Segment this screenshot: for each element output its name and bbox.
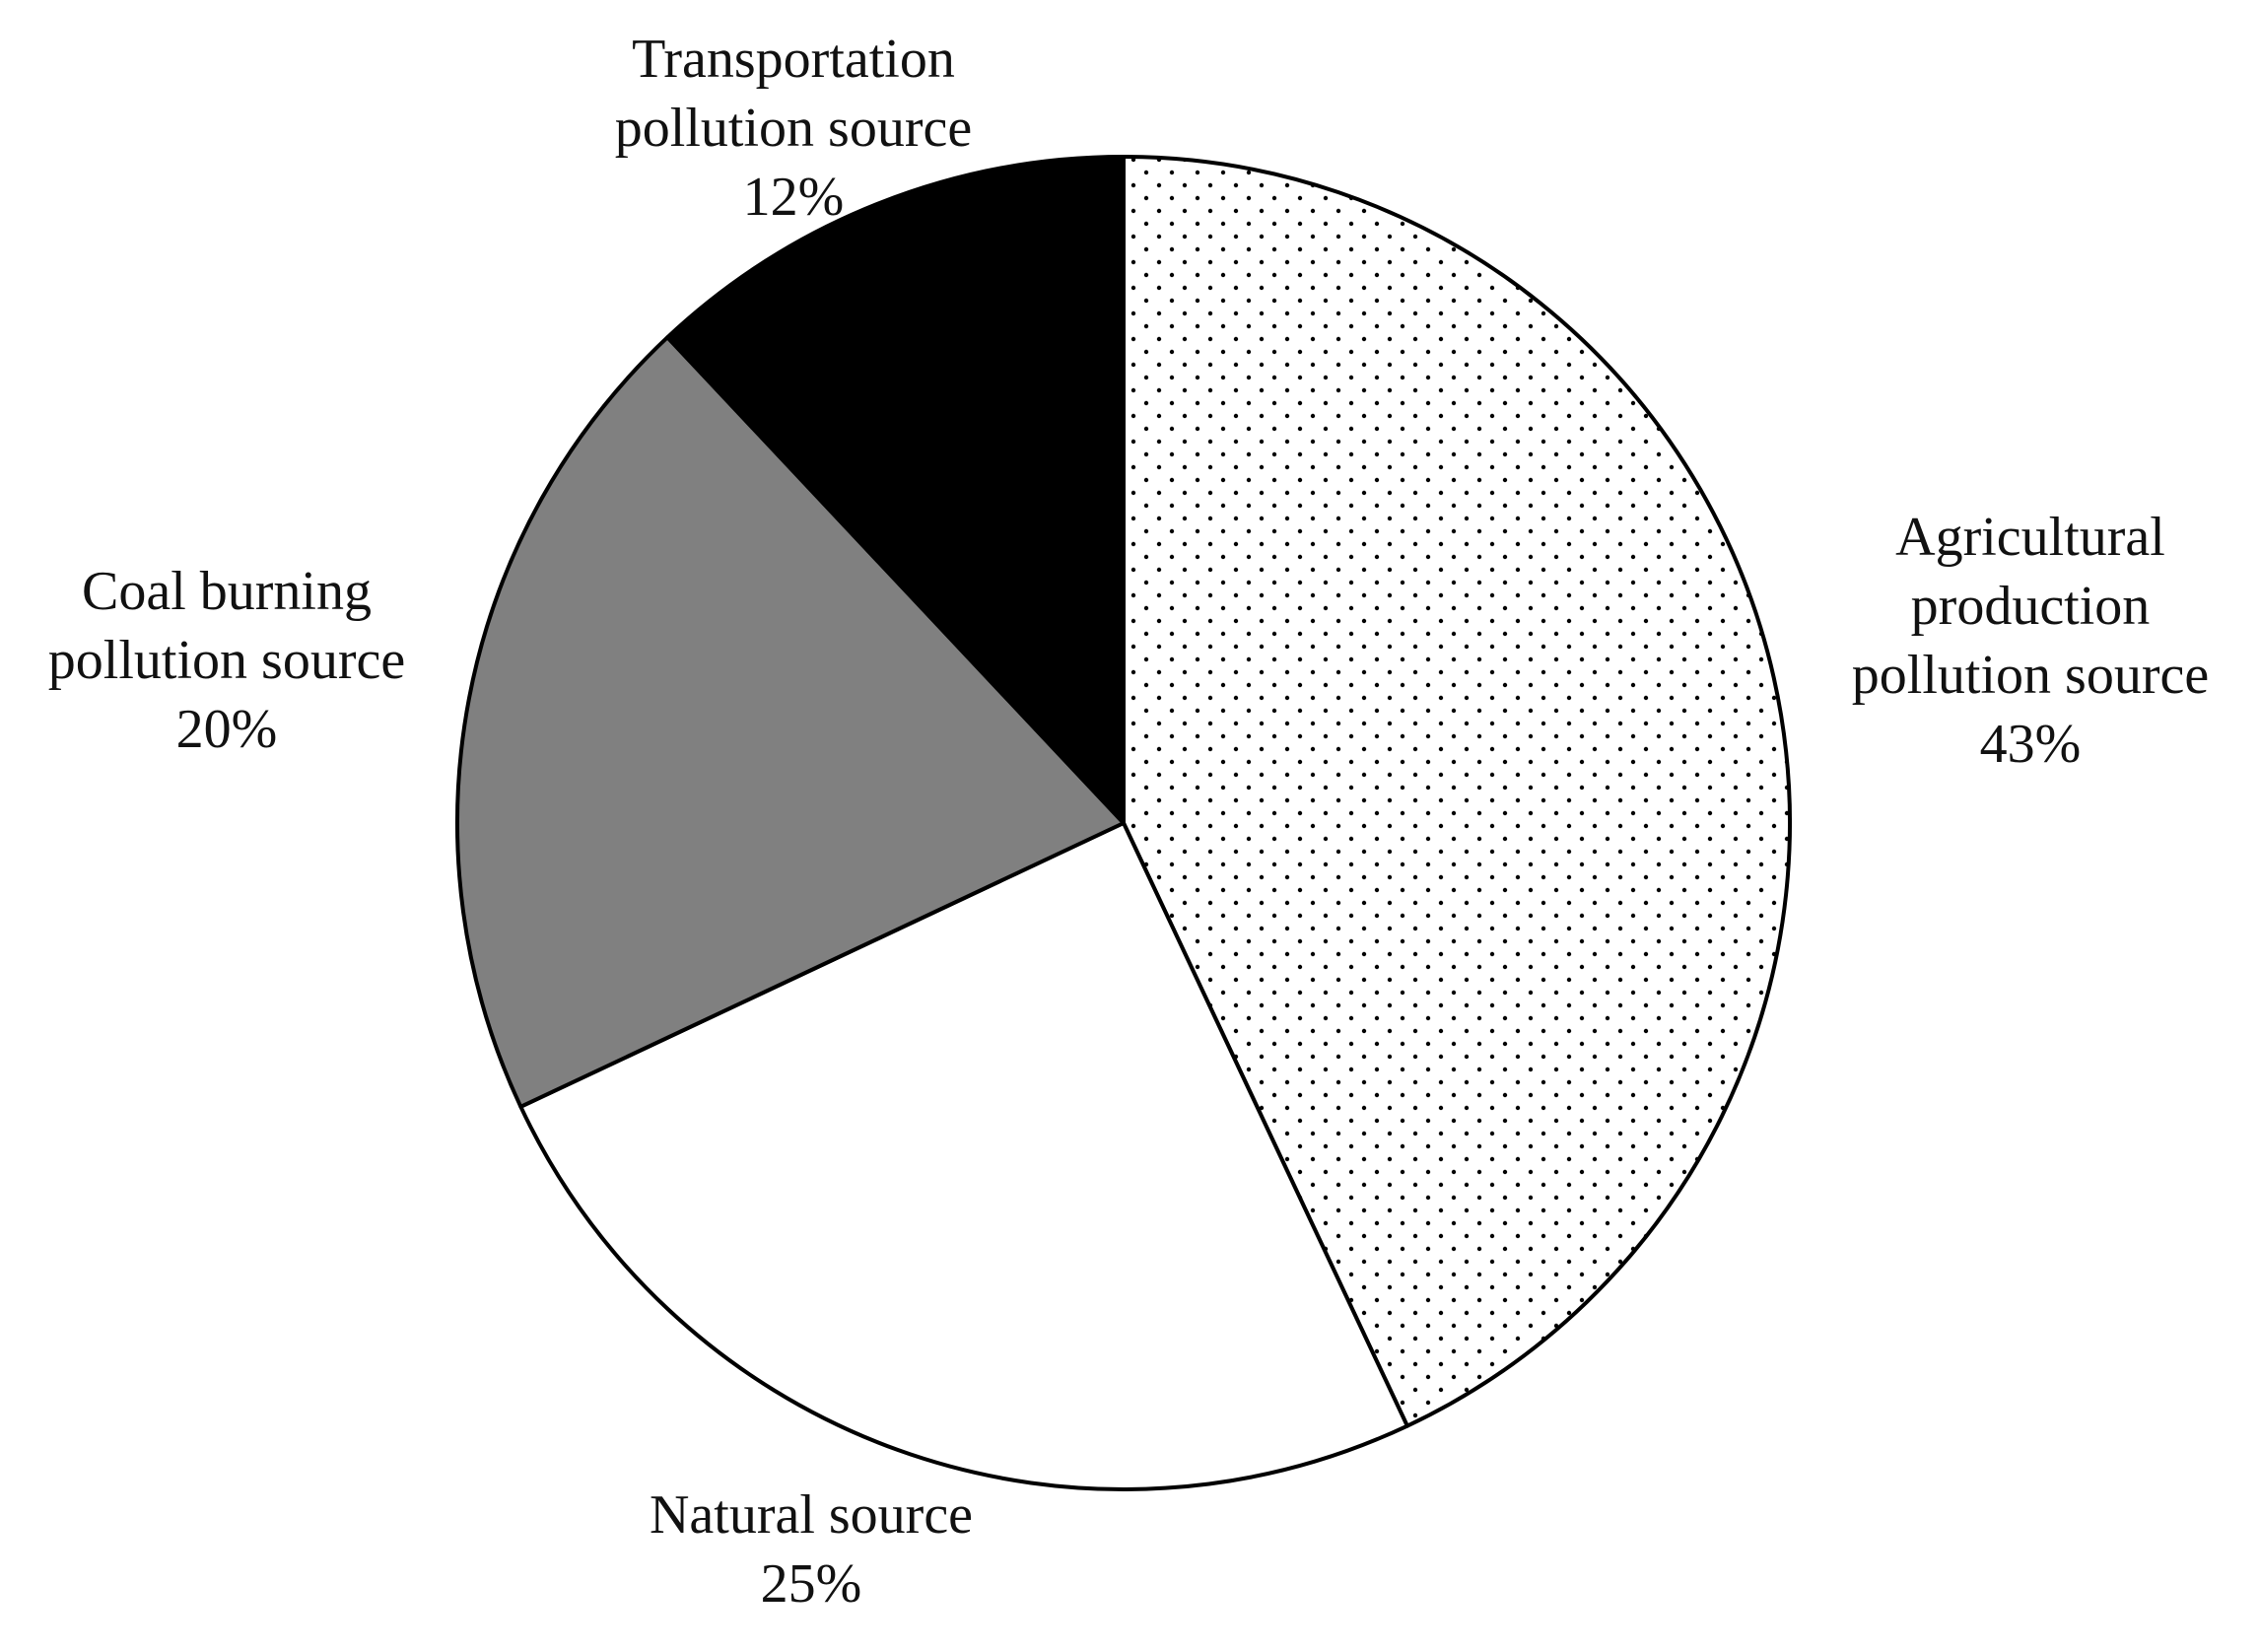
pie-slice-natural-source	[518, 821, 1409, 1491]
label-natural-source: Natural source 25%	[649, 1484, 974, 1615]
label-transportation: Transportation pollution source 12%	[614, 29, 973, 228]
label-agricultural-production: Agricultural production pollution source…	[1851, 507, 2210, 775]
pie-slice-agricultural-production-pollution-source	[1122, 155, 1792, 1428]
pie-slice-coal-burning-pollution-source	[455, 335, 1126, 1109]
label-coal-burning: Coal burning pollution source 20%	[47, 561, 406, 760]
pie-slice-transportation-pollution-source	[665, 155, 1126, 825]
pie-slices	[455, 155, 1792, 1491]
